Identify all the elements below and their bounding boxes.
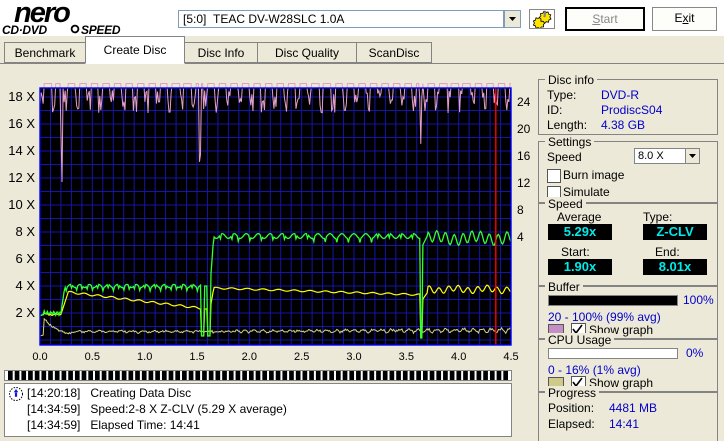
svg-text:8: 8 bbox=[517, 203, 524, 217]
svg-text:6 X: 6 X bbox=[15, 251, 35, 266]
svg-text:12 X: 12 X bbox=[8, 170, 35, 185]
svg-text:4 X: 4 X bbox=[15, 278, 35, 293]
svg-text:1.5: 1.5 bbox=[189, 351, 204, 363]
svg-text:0.0: 0.0 bbox=[32, 351, 47, 363]
svg-text:18 X: 18 X bbox=[8, 89, 35, 104]
svg-text:12: 12 bbox=[517, 176, 531, 190]
svg-text:24: 24 bbox=[517, 95, 531, 109]
svg-text:0.5: 0.5 bbox=[85, 351, 100, 363]
svg-text:3.0: 3.0 bbox=[346, 351, 361, 363]
svg-text:10 X: 10 X bbox=[8, 197, 35, 212]
svg-text:20: 20 bbox=[517, 122, 531, 136]
svg-text:4.0: 4.0 bbox=[451, 351, 466, 363]
svg-text:14 X: 14 X bbox=[8, 143, 35, 158]
svg-text:4.5: 4.5 bbox=[503, 351, 518, 363]
svg-text:SPEED: SPEED bbox=[81, 23, 121, 36]
svg-text:2.0: 2.0 bbox=[242, 351, 257, 363]
svg-text:16: 16 bbox=[517, 149, 531, 163]
svg-text:3.5: 3.5 bbox=[399, 351, 414, 363]
svg-text:2 X: 2 X bbox=[15, 305, 35, 320]
svg-text:4: 4 bbox=[517, 230, 524, 244]
svg-text:8 X: 8 X bbox=[15, 224, 35, 239]
svg-text:16 X: 16 X bbox=[8, 116, 35, 131]
svg-text:2.5: 2.5 bbox=[294, 351, 309, 363]
svg-text:1.0: 1.0 bbox=[137, 351, 152, 363]
svg-text:CD·DVD: CD·DVD bbox=[2, 23, 47, 36]
